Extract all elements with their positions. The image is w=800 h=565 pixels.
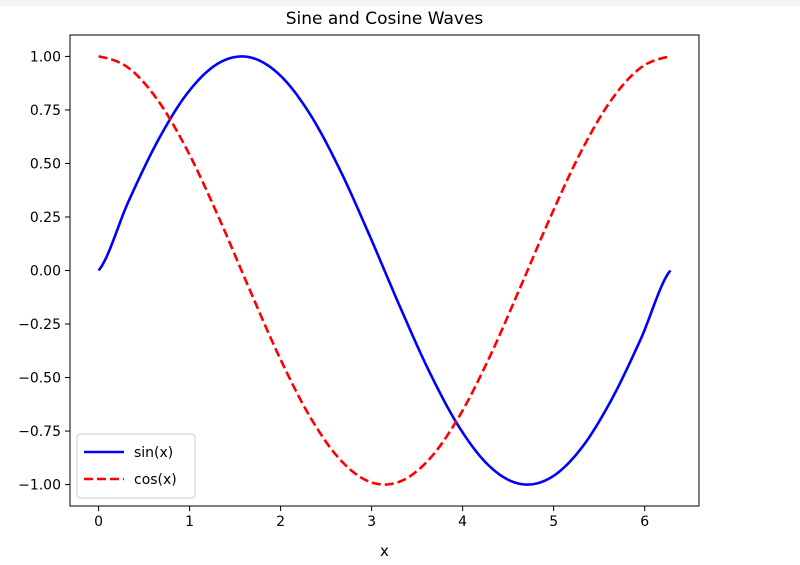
- x-tick-label: 2: [276, 514, 285, 530]
- y-axis: 1.00 0.75 0.50 0.25 0.00 −0.25 −0.50 −0.75 −1.00: [18, 49, 70, 494]
- x-tick-label: 0: [94, 514, 103, 530]
- legend-label-sin: sin(x): [134, 445, 173, 461]
- y-tick-label: 0.50: [30, 156, 61, 172]
- x-tick-label: 3: [367, 514, 376, 530]
- series-line-cos: [98, 55, 671, 486]
- x-tick-label: 6: [640, 514, 649, 530]
- legend-label-cos: cos(x): [134, 472, 177, 488]
- x-tick-label: 4: [458, 514, 467, 530]
- y-tick-label: 0.00: [30, 264, 61, 280]
- y-tick-label: −0.75: [18, 424, 61, 440]
- chart-title: Sine and Cosine Waves: [286, 9, 484, 29]
- x-tick-label: 1: [185, 514, 194, 530]
- y-tick-label: −0.50: [18, 371, 61, 387]
- x-tick-label: 5: [549, 514, 558, 530]
- y-tick-label: −0.25: [18, 317, 61, 333]
- x-axis-label: x: [380, 542, 389, 560]
- y-tick-label: −1.00: [18, 478, 61, 494]
- legend: sin(x) cos(x): [76, 433, 196, 499]
- top-strip: [0, 0, 800, 6]
- series-line-sin: [97, 55, 672, 486]
- y-tick-label: 0.25: [30, 210, 61, 226]
- y-tick-label: 0.75: [30, 103, 61, 119]
- legend-box: [76, 433, 196, 499]
- series-layer: [97, 55, 672, 486]
- x-axis: 0 1 2 3 4 5 6: [94, 506, 649, 530]
- y-tick-label: 1.00: [30, 49, 61, 65]
